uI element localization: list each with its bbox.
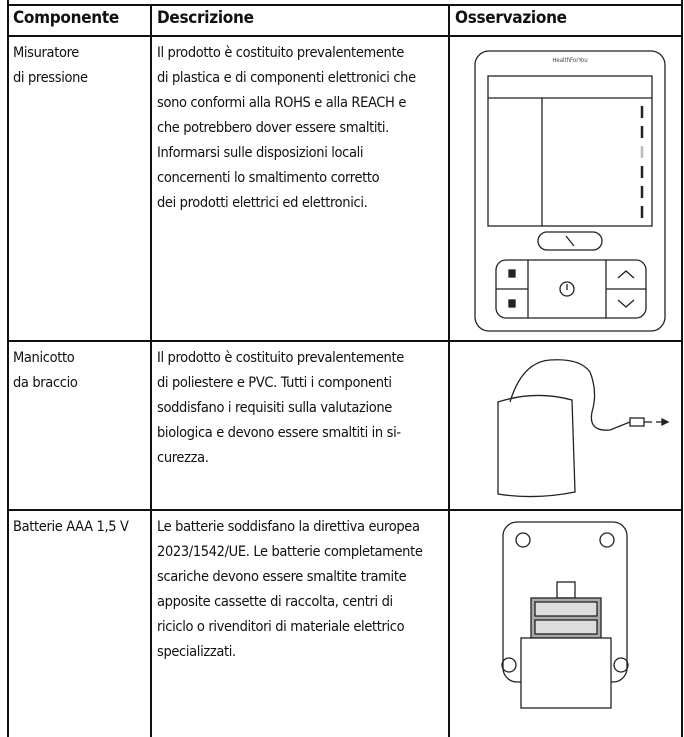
rule bbox=[7, 0, 9, 737]
text-line: Le batterie soddisfano la direttiva euro… bbox=[157, 519, 420, 535]
rule bbox=[7, 340, 682, 342]
text-line: specializzati. bbox=[157, 644, 236, 660]
rule bbox=[7, 4, 682, 6]
component-cell: Misuratore di pressione bbox=[13, 41, 88, 91]
rule bbox=[7, 509, 682, 511]
text-line: concernenti lo smaltimento corretto bbox=[157, 170, 380, 186]
description-cell: Le batterie soddisfano la direttiva euro… bbox=[157, 515, 423, 665]
component-cell: Batterie AAA 1,5 V bbox=[13, 515, 129, 540]
rule bbox=[150, 4, 152, 737]
text-line: soddisfano i requisiti sulla valutazione bbox=[157, 400, 392, 416]
battery-illustration bbox=[501, 521, 629, 709]
text-line: Informarsi sulle disposizioni locali bbox=[157, 145, 364, 161]
text-line: Misuratore bbox=[13, 45, 79, 61]
rule bbox=[448, 4, 450, 737]
text-line: di poliestere e PVC. Tutti i componenti bbox=[157, 375, 392, 391]
monitor-illustration: HealthForYou bbox=[474, 50, 666, 332]
text-line: Il prodotto è costituito prevalentemente bbox=[157, 350, 404, 366]
header-cell: Componente bbox=[13, 8, 119, 28]
text-line: di plastica e di componenti elettronici … bbox=[157, 70, 416, 86]
header-cell: Descrizione bbox=[157, 8, 254, 28]
text-line: biologica e devono essere smaltiti in si… bbox=[157, 425, 401, 441]
text-line: scariche devono essere smaltite tramite bbox=[157, 569, 407, 585]
brand-text: HealthForYou bbox=[552, 57, 587, 64]
text-line: da braccio bbox=[13, 375, 78, 391]
text-line: che potrebbero dover essere smaltiti. bbox=[157, 120, 389, 136]
description-cell: Il prodotto è costituito prevalentemente… bbox=[157, 346, 404, 471]
text-line: Manicotto bbox=[13, 350, 75, 366]
rule bbox=[7, 35, 682, 37]
text-line: di pressione bbox=[13, 70, 88, 86]
text-line: dei prodotti elettrici ed elettronici. bbox=[157, 195, 368, 211]
text-line: apposite cassette di raccolta, centri di bbox=[157, 594, 393, 610]
text-line: curezza. bbox=[157, 450, 209, 466]
text-line: 2023/1542/UE. Le batterie completamente bbox=[157, 544, 423, 560]
text-line: riciclo o rivenditori di materiale elett… bbox=[157, 619, 405, 635]
header-cell: Osservazione bbox=[455, 8, 567, 28]
text-line: sono conformi alla ROHS e alla REACH e bbox=[157, 95, 406, 111]
rule bbox=[681, 0, 683, 737]
text-line: Il prodotto è costituito prevalentemente bbox=[157, 45, 404, 61]
cuff-illustration bbox=[497, 359, 670, 498]
component-cell: Manicotto da braccio bbox=[13, 346, 78, 396]
text-line: Batterie AAA 1,5 V bbox=[13, 519, 129, 535]
description-cell: Il prodotto è costituito prevalentemente… bbox=[157, 41, 416, 216]
